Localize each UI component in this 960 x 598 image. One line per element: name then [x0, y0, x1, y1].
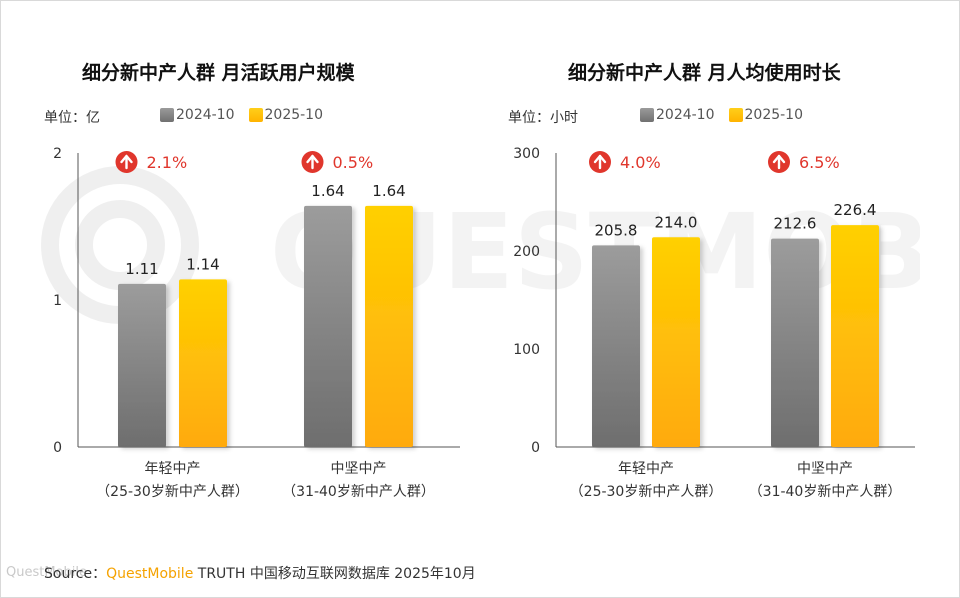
footer-suffix: TRUTH 中国移动互联网数据库 2025年10月 [193, 566, 476, 582]
data-label: 214.0 [655, 213, 698, 231]
arrow-up-glyph [306, 154, 319, 170]
x-tick-label-sub: （31-40岁新中产人群） [282, 484, 435, 500]
x-tick-label: 年轻中产 [145, 461, 201, 477]
unit-label-right: 单位：小时 [508, 110, 578, 126]
legend-label-2025: 2025-10 [744, 107, 804, 123]
footer-brand: QuestMobile [106, 566, 194, 582]
y-tick-label: 100 [513, 342, 540, 358]
y-tick-label: 1 [53, 293, 62, 309]
bar-2025-10 [831, 225, 879, 447]
legend-swatch-2024 [640, 108, 654, 122]
growth-label: 0.5% [333, 153, 374, 172]
chart-right: 0 100 200 300 205.8 214.0 4.0% 年轻中产 （25-30岁新中产人群… [513, 146, 915, 500]
growth-label: 6.5% [799, 153, 840, 172]
bar-2024-10 [304, 205, 352, 447]
legend-item-2024: 2024-10 [160, 107, 235, 123]
y-tick-label: 0 [531, 440, 540, 456]
legend-item-2024: 2024-10 [640, 107, 715, 123]
arrow-up-glyph [772, 154, 786, 170]
arrow-up-glyph [120, 154, 133, 170]
bar-2025-10 [179, 279, 227, 447]
x-tick-label: 中坚中产 [331, 461, 387, 477]
chart-left: 0 1 2 1.11 1.14 2.1% 年轻中产 （25-30岁新中产人群） 1.64 1.64… [53, 146, 460, 500]
legend-swatch-2024 [160, 108, 174, 122]
legend-swatch-2025 [728, 108, 743, 122]
legend-label-2024: 2024-10 [656, 107, 715, 123]
legend-left: 2024-10 2025-10 [160, 107, 323, 123]
footer-prefix: Source： [44, 566, 107, 582]
x-tick-label-sub: （31-40岁新中产人群） [749, 484, 902, 500]
bar-2024-10 [118, 283, 166, 447]
unit-label-left: 单位：亿 [44, 110, 100, 126]
legend-item-2025: 2025-10 [248, 107, 324, 123]
data-label: 212.6 [774, 215, 817, 233]
bar-2025-10 [365, 205, 413, 447]
legend-label-2024: 2024-10 [176, 107, 235, 123]
corner-logo: QuestMobile [6, 565, 87, 580]
x-tick-label-sub: （25-30岁新中产人群） [96, 484, 249, 500]
data-label: 1.64 [311, 182, 344, 200]
y-tick-label: 300 [513, 146, 540, 162]
data-label: 205.8 [595, 221, 638, 239]
y-tick-label: 200 [513, 244, 540, 260]
legend-right: 2024-10 2025-10 [640, 107, 803, 123]
legend-swatch-2025 [248, 108, 263, 122]
x-tick-label-sub: （25-30岁新中产人群） [570, 484, 723, 500]
y-tick-label: 2 [53, 146, 62, 162]
bar-2024-10 [592, 245, 640, 447]
bar-2025-10 [652, 237, 700, 447]
legend-label-2025: 2025-10 [264, 107, 324, 123]
x-tick-label: 年轻中产 [618, 461, 674, 477]
data-label: 1.14 [186, 255, 219, 273]
data-label: 226.4 [834, 201, 877, 219]
arrow-up-glyph [593, 154, 607, 170]
legend-item-2025: 2025-10 [728, 107, 804, 123]
growth-label: 4.0% [620, 153, 661, 172]
chart-title-left: 细分新中产人群 月活跃用户规模 [82, 62, 355, 84]
bar-2024-10 [771, 238, 819, 447]
source-footer: Source：QuestMobile TRUTH 中国移动互联网数据库 2025… [44, 563, 476, 583]
data-label: 1.11 [125, 260, 158, 278]
data-label: 1.64 [372, 182, 405, 200]
x-tick-label: 中坚中产 [797, 461, 853, 477]
chart-title-right: 细分新中产人群 月人均使用时长 [568, 62, 841, 84]
growth-label: 2.1% [147, 153, 188, 172]
y-tick-label: 0 [53, 440, 62, 456]
